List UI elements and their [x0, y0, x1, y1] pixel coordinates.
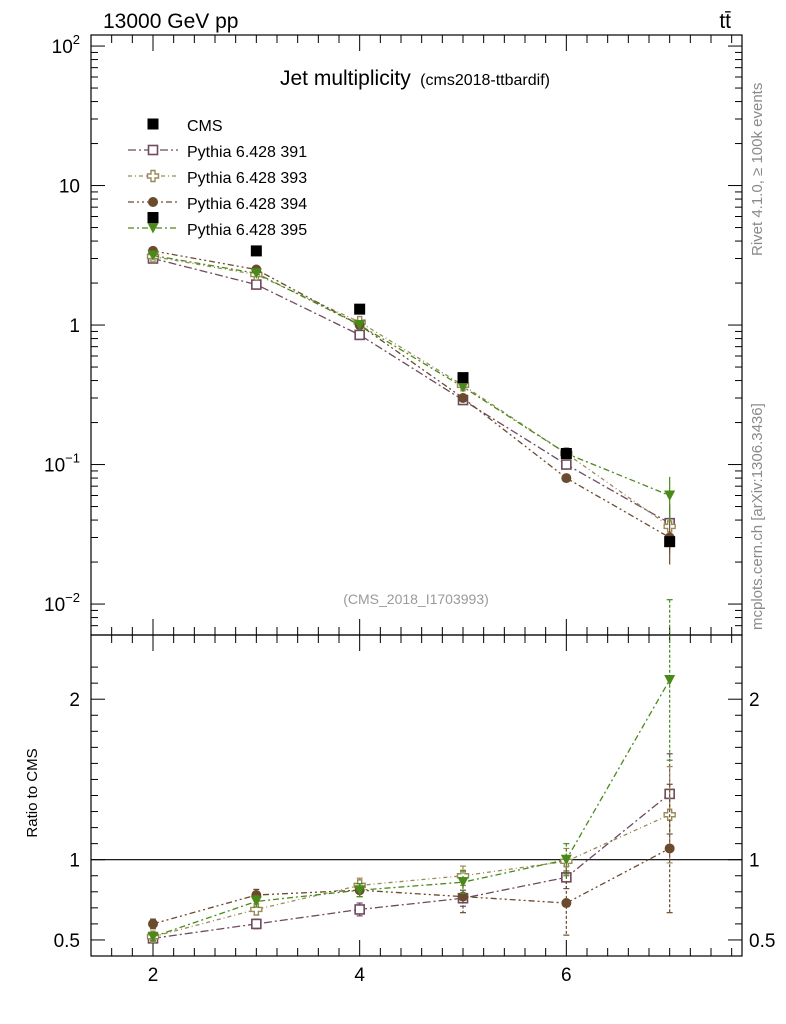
y-tick-label-main: 1 — [69, 316, 80, 337]
ratio-line-395 — [152, 679, 671, 938]
process-label: tt̄ — [719, 10, 731, 33]
data-point-395 — [147, 250, 159, 262]
data-point-cms — [147, 212, 159, 224]
data-point-394 — [561, 473, 572, 484]
x-tick-label: 4 — [354, 965, 365, 986]
legend-label-395: Pythia 6.428 395 — [187, 222, 307, 239]
legend-marker-395 — [147, 223, 159, 234]
legend-marker-393 — [146, 169, 160, 183]
ratio-point-394 — [664, 843, 675, 854]
energy-label: 13000 GeV pp — [103, 10, 238, 33]
y-tick-label-main: 10−1 — [44, 451, 80, 477]
legend-label-394: Pythia 6.428 394 — [187, 196, 307, 213]
ratio-point-391 — [251, 918, 262, 930]
y-tick-label-main: 10 — [59, 177, 80, 198]
rivet-label: Rivet 4.1.0, ≥ 100k events — [749, 83, 766, 256]
y-tick-label-main: 10−2 — [44, 590, 80, 616]
data-point-395 — [664, 490, 676, 501]
ratio-point-395 — [147, 931, 159, 943]
data-point-391 — [251, 279, 262, 290]
y-tick-label-ratio-right: 0.5 — [749, 931, 775, 952]
data-point-395 — [250, 268, 262, 279]
ratio-point-395 — [664, 674, 676, 686]
series-line-393 — [152, 255, 671, 527]
series-line-394 — [152, 250, 670, 539]
ratio-plot-frame — [90, 634, 743, 957]
ratio-axis-label: Ratio to CMS — [24, 748, 41, 837]
chart-title-main: Jet multiplicity — [280, 67, 411, 90]
y-tick-label-ratio: 0.5 — [54, 931, 80, 952]
ratio-point-395 — [457, 877, 469, 888]
legend-label-391: Pythia 6.428 391 — [187, 144, 307, 161]
legend-marker-cms — [147, 118, 159, 130]
ratio-point-394 — [561, 898, 572, 909]
x-tick-label: 6 — [561, 965, 572, 986]
analysis-watermark: (CMS_2018_I1703993) — [343, 591, 489, 607]
legend-label-cms: CMS — [187, 118, 223, 135]
ratio-point-395 — [354, 885, 366, 896]
x-tick-label: 2 — [148, 965, 159, 986]
data-point-cms — [250, 245, 262, 257]
chart-subtitle: (cms2018-ttbardif) — [420, 72, 550, 89]
y-tick-label-main: 102 — [52, 32, 80, 58]
ratio-point-395 — [560, 854, 572, 866]
legend-marker-394 — [148, 197, 158, 207]
legend-label-393: Pythia 6.428 393 — [187, 170, 307, 187]
y-tick-label-ratio: 1 — [69, 851, 80, 872]
ratio-line-394 — [152, 847, 670, 925]
series-line-395 — [152, 254, 670, 497]
data-point-395 — [457, 381, 469, 393]
y-tick-label-ratio-right: 2 — [749, 690, 760, 711]
chart-title: Jet multiplicity (cms2018-ttbardif) — [280, 67, 550, 90]
source-label: mcplots.cern.ch [arXiv:1306.3436] — [749, 403, 766, 630]
ratio-point-395 — [250, 896, 262, 907]
data-point-391 — [354, 329, 365, 341]
ratio-line-393 — [152, 814, 670, 938]
ratio-line-391 — [152, 793, 671, 939]
y-tick-label-ratio-right: 1 — [749, 851, 760, 872]
data-point-395 — [354, 320, 366, 331]
data-point-391 — [561, 459, 572, 470]
ratio-point-394 — [148, 918, 158, 929]
ratio-point-391 — [354, 904, 365, 915]
data-point-cms — [354, 303, 366, 315]
legend-marker-391 — [147, 144, 159, 156]
y-tick-label-ratio: 2 — [69, 690, 80, 711]
data-point-cms — [457, 372, 469, 384]
data-point-cms — [664, 536, 676, 548]
data-point-cms — [560, 448, 572, 460]
data-point-394 — [458, 392, 468, 403]
ratio-point-394 — [458, 891, 468, 902]
series-line-391 — [152, 257, 670, 524]
